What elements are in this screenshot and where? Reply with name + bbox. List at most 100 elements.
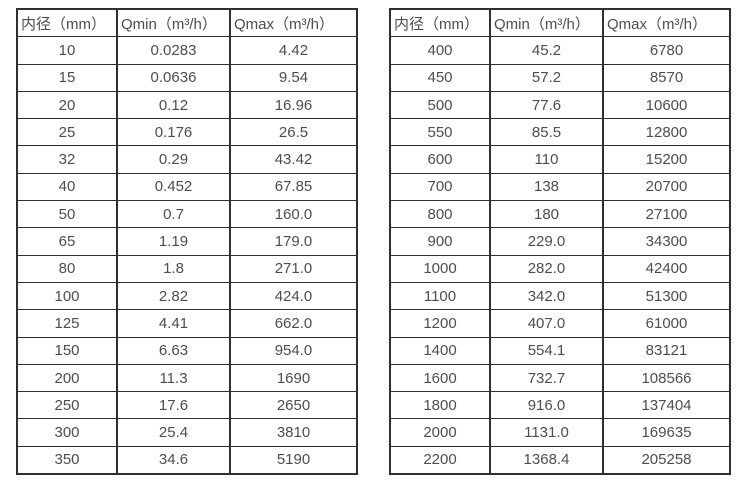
column-header: Qmin（m³/h）	[116, 8, 231, 38]
cell: 554.1	[489, 336, 604, 365]
cell: 0.0636	[116, 63, 231, 92]
table-row: 1100 342.0 51300	[389, 281, 731, 311]
cell: 83121	[602, 336, 731, 365]
cell: 5190	[229, 445, 358, 475]
cell: 137404	[602, 391, 731, 420]
cell: 20700	[602, 172, 731, 202]
cell: 85.5	[489, 118, 604, 147]
table-row: 200 11.3 1690	[16, 363, 358, 393]
table-row: 1200 407.0 61000	[389, 309, 731, 338]
cell: 179.0	[229, 227, 358, 256]
table-row: 250 17.6 2650	[16, 391, 358, 420]
table-row: 400 45.2 6780	[389, 36, 731, 65]
cell: 200	[16, 363, 118, 393]
table-row: 450 57.2 8570	[389, 63, 731, 92]
cell: 138	[489, 172, 604, 202]
cell: 180	[489, 200, 604, 229]
cell: 27100	[602, 200, 731, 229]
table-row: 40 0.452 67.85	[16, 172, 358, 202]
cell: 0.29	[116, 145, 231, 174]
cell: 4.42	[229, 36, 358, 65]
cell: 0.7	[116, 200, 231, 229]
table-row: 1800 916.0 137404	[389, 391, 731, 420]
cell: 9.54	[229, 63, 358, 92]
cell: 15	[16, 63, 118, 92]
cell: 4.41	[116, 309, 231, 338]
cell: 34.6	[116, 445, 231, 475]
cell: 300	[16, 418, 118, 447]
cell: 169635	[602, 418, 731, 447]
cell: 900	[389, 227, 491, 256]
cell: 6780	[602, 36, 731, 65]
table-row: 25 0.176 26.5	[16, 118, 358, 147]
cell: 732.7	[489, 363, 604, 393]
table-row: 10 0.0283 4.42	[16, 36, 358, 65]
table-row: 20 0.12 16.96	[16, 90, 358, 120]
cell: 16.96	[229, 90, 358, 120]
cell: 11.3	[116, 363, 231, 393]
cell: 2650	[229, 391, 358, 420]
cell: 1000	[389, 254, 491, 283]
table-row: 100 2.82 424.0	[16, 281, 358, 311]
cell: 65	[16, 227, 118, 256]
cell: 150	[16, 336, 118, 365]
cell: 3810	[229, 418, 358, 447]
cell: 125	[16, 309, 118, 338]
cell: 34300	[602, 227, 731, 256]
cell: 662.0	[229, 309, 358, 338]
flow-rate-table-small-diameters: 内径（mm） Qmin（m³/h） Qmax（m³/h） 10 0.0283 4.42 1…	[16, 8, 358, 476]
cell: 1.8	[116, 254, 231, 283]
header-row: 内径（mm） Qmin（m³/h） Qmax（m³/h）	[16, 8, 358, 38]
table-row: 1400 554.1 83121	[389, 336, 731, 365]
cell: 342.0	[489, 281, 604, 311]
cell: 50	[16, 200, 118, 229]
cell: 10	[16, 36, 118, 65]
cell: 25	[16, 118, 118, 147]
cell: 800	[389, 200, 491, 229]
cell: 0.0283	[116, 36, 231, 65]
cell: 40	[16, 172, 118, 202]
column-header: Qmin（m³/h）	[489, 8, 604, 38]
cell: 8570	[602, 63, 731, 92]
cell: 160.0	[229, 200, 358, 229]
cell: 15200	[602, 145, 731, 174]
cell: 1800	[389, 391, 491, 420]
table-row: 50 0.7 160.0	[16, 200, 358, 229]
cell: 51300	[602, 281, 731, 311]
table-row: 350 34.6 5190	[16, 445, 358, 475]
column-header: Qmax（m³/h）	[229, 8, 358, 38]
cell: 2000	[389, 418, 491, 447]
table-row: 2000 1131.0 169635	[389, 418, 731, 447]
table-row: 600 110 15200	[389, 145, 731, 174]
cell: 400	[389, 36, 491, 65]
cell: 500	[389, 90, 491, 120]
column-header: 内径（mm）	[16, 8, 118, 38]
cell: 1690	[229, 363, 358, 393]
cell: 1.19	[116, 227, 231, 256]
table-row: 500 77.6 10600	[389, 90, 731, 120]
cell: 17.6	[116, 391, 231, 420]
cell: 916.0	[489, 391, 604, 420]
cell: 80	[16, 254, 118, 283]
cell: 32	[16, 145, 118, 174]
cell: 350	[16, 445, 118, 475]
cell: 1100	[389, 281, 491, 311]
cell: 100	[16, 281, 118, 311]
cell: 110	[489, 145, 604, 174]
cell: 45.2	[489, 36, 604, 65]
table-row: 300 25.4 3810	[16, 418, 358, 447]
cell: 271.0	[229, 254, 358, 283]
table-row: 80 1.8 271.0	[16, 254, 358, 283]
table-row: 1000 282.0 42400	[389, 254, 731, 283]
cell: 108566	[602, 363, 731, 393]
cell: 205258	[602, 445, 731, 475]
cell: 0.12	[116, 90, 231, 120]
cell: 282.0	[489, 254, 604, 283]
cell: 2200	[389, 445, 491, 475]
table-row: 15 0.0636 9.54	[16, 63, 358, 92]
cell: 450	[389, 63, 491, 92]
cell: 12800	[602, 118, 731, 147]
cell: 6.63	[116, 336, 231, 365]
cell: 42400	[602, 254, 731, 283]
cell: 1131.0	[489, 418, 604, 447]
